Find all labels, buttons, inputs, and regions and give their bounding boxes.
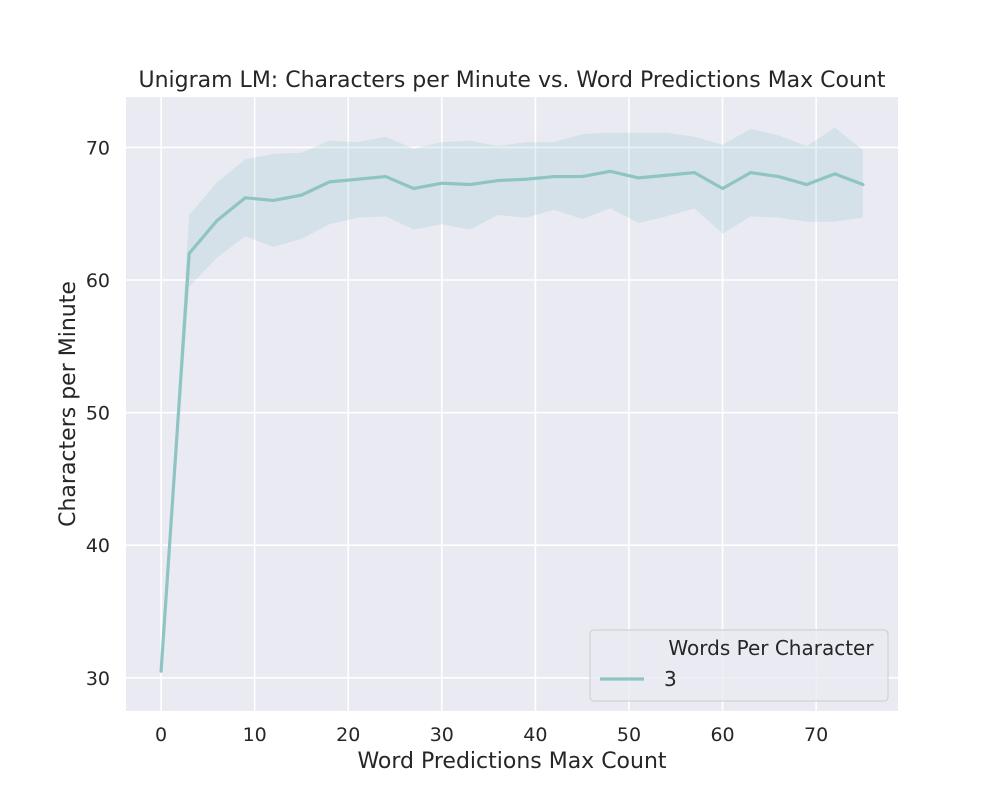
series-line — [159, 169, 865, 673]
data-point — [300, 193, 303, 197]
chart-title: Unigram LM: Characters per Minute vs. Wo… — [138, 68, 885, 93]
data-point — [552, 175, 556, 178]
legend: Words Per Character 3 — [589, 629, 889, 702]
data-point — [187, 252, 191, 255]
x-tick-label: 30 — [430, 724, 454, 746]
y-axis-label: Characters per Minute — [56, 281, 81, 527]
legend-box — [589, 629, 889, 702]
data-point — [805, 183, 808, 186]
data-point — [159, 670, 163, 673]
data-point — [665, 174, 668, 177]
data-point — [440, 181, 444, 185]
y-tick-labels: 30 40 50 60 70 — [86, 137, 110, 689]
x-tick-label: 60 — [710, 724, 734, 746]
data-point — [777, 175, 780, 178]
data-point — [721, 187, 724, 190]
x-tick-label: 40 — [523, 724, 547, 746]
data-point — [468, 183, 472, 186]
data-point — [637, 176, 640, 180]
data-point — [272, 199, 275, 202]
y-tick-label: 70 — [86, 137, 110, 159]
data-point — [833, 172, 837, 176]
data-point — [524, 178, 528, 181]
data-point — [580, 175, 584, 178]
data-point — [244, 196, 247, 199]
x-tick-labels: 0 10 20 30 40 50 60 70 — [155, 724, 828, 746]
data-point — [356, 178, 359, 181]
x-tick-label: 10 — [243, 724, 267, 746]
x-tick-label: 20 — [336, 724, 360, 746]
data-point — [328, 180, 331, 184]
data-point — [216, 219, 219, 222]
grid-lines — [126, 97, 898, 711]
y-tick-label: 50 — [86, 403, 110, 425]
data-point — [384, 175, 387, 178]
data-point — [749, 171, 752, 174]
y-tick-label: 30 — [86, 668, 110, 690]
data-point — [412, 187, 415, 190]
legend-series-label: 3 — [664, 667, 677, 691]
data-point — [609, 170, 612, 173]
y-tick-label: 60 — [86, 270, 110, 292]
y-tick-label: 40 — [86, 535, 110, 557]
data-point — [496, 179, 500, 182]
data-point — [693, 171, 696, 174]
legend-title: Words Per Character — [668, 636, 874, 660]
data-point — [861, 183, 865, 186]
x-axis-label: Word Predictions Max Count — [357, 749, 666, 774]
x-tick-label: 0 — [155, 724, 167, 746]
x-tick-label: 50 — [617, 724, 641, 746]
series-line-layer — [159, 169, 865, 673]
x-tick-label: 70 — [804, 724, 828, 746]
